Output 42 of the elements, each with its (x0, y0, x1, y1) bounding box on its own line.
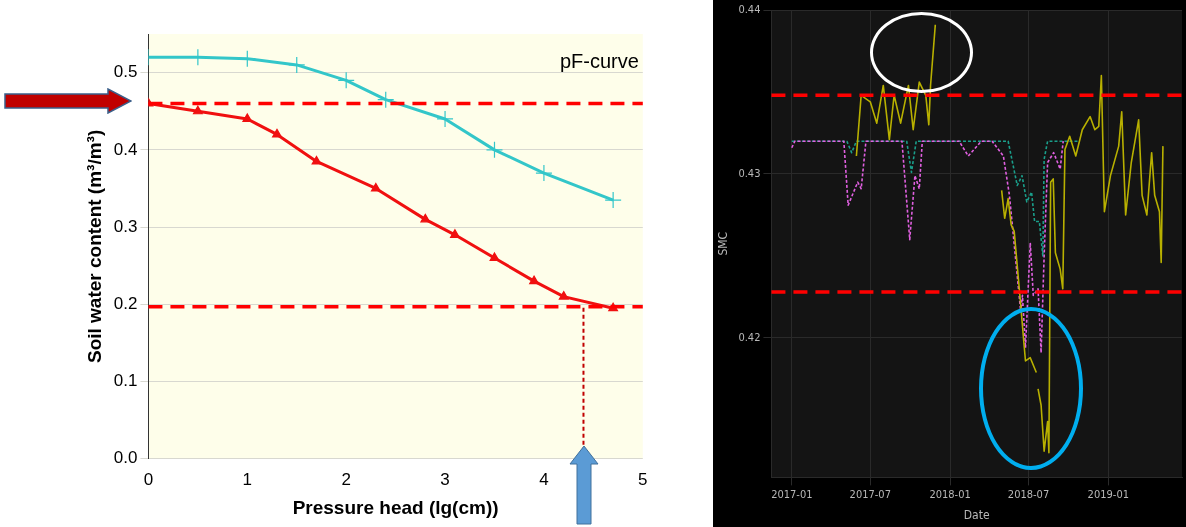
x-tick-label: 2 (341, 469, 351, 489)
y-axis-title: SMC (716, 231, 731, 256)
point (485, 141, 504, 159)
point (242, 113, 253, 123)
x-tick-label: 0 (143, 469, 154, 489)
point (535, 164, 553, 182)
x-axis-title: Date (963, 507, 990, 522)
point (311, 155, 322, 165)
x-tick-label: 1 (242, 469, 253, 489)
x-tick-label: 3 (440, 469, 450, 489)
x-tick-label: 5 (638, 469, 648, 489)
y-axis-title: Soil water content (m³/m³) (83, 129, 105, 364)
x-tick-label: 2018-07 (1007, 487, 1050, 501)
x-tick-label: 4 (539, 469, 549, 489)
x-tick-label: 2019-01 (1087, 487, 1129, 501)
y-tick-label: 0.5 (113, 62, 138, 82)
x-tick-label: 2018-01 (929, 487, 971, 501)
point (192, 105, 203, 115)
point (337, 71, 355, 89)
y-tick-label: 0.4 (113, 139, 138, 159)
point (529, 275, 539, 285)
x-axis-title: Pressure head (lg(cm)) (292, 496, 499, 518)
x-tick-label: 2017-07 (849, 487, 891, 501)
point (558, 291, 569, 300)
y-tick-label: 0.43 (738, 166, 761, 180)
point (450, 229, 460, 238)
point (489, 252, 500, 262)
point (272, 128, 282, 138)
point (436, 110, 454, 128)
line-series (791, 140, 1065, 354)
y-tick-label: 0.44 (738, 2, 761, 16)
y-tick-label: 0.0 (113, 448, 138, 468)
y-tick-label: 0.3 (113, 216, 138, 236)
annotation: pF-curve (559, 49, 639, 72)
x-tick-label: 2017-01 (771, 487, 813, 501)
y-tick-label: 0.42 (738, 330, 761, 344)
y-tick-label: 0.2 (113, 294, 138, 314)
point (604, 191, 622, 209)
point (288, 56, 306, 74)
point (377, 91, 395, 109)
y-tick-label: 0.1 (113, 371, 138, 391)
point (370, 182, 381, 192)
